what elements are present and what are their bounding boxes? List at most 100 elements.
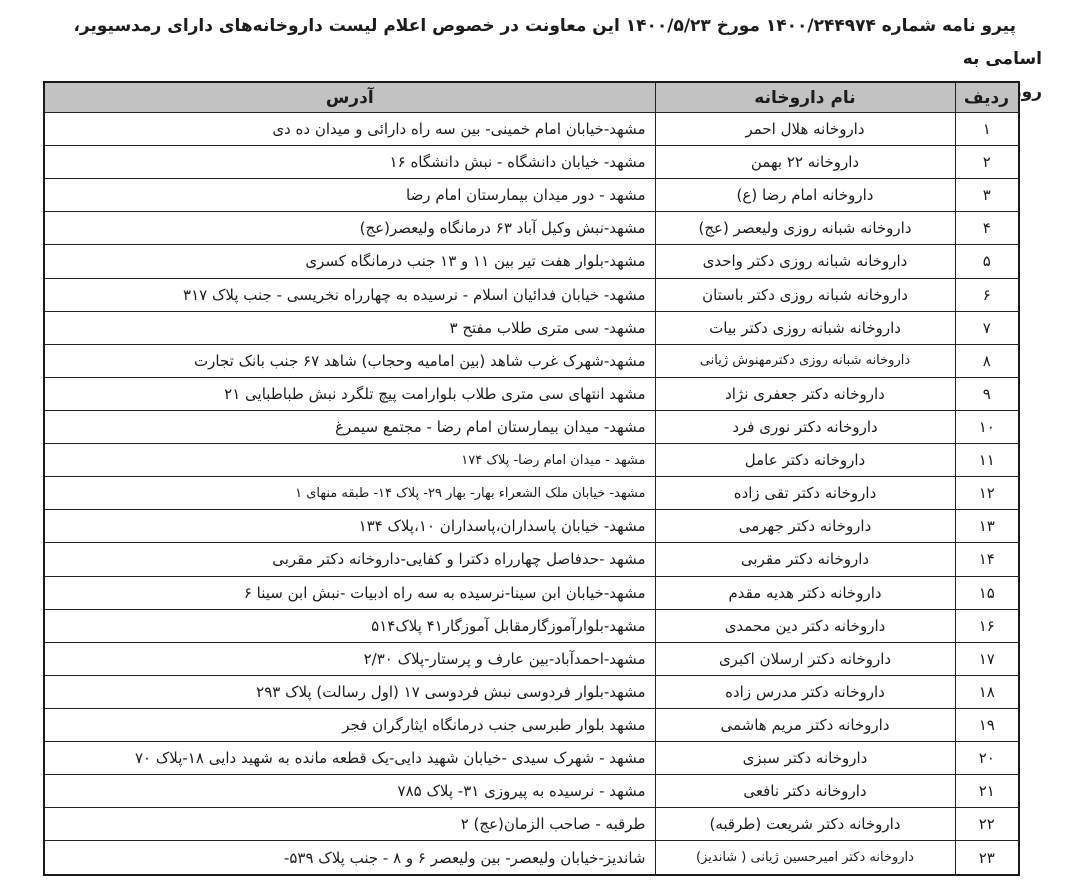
address-cell: مشهد-نبش وکیل آباد ۶۳ درمانگاه ولیعصر(عج… xyxy=(43,211,656,246)
col-header-row-number: ردیف xyxy=(954,81,1020,113)
table-row: ۲۲ داروخانه دکتر شریعت (طرقبه) طرقبه - ص… xyxy=(43,807,1020,842)
pharmacy-name-cell: داروخانه هلال احمر xyxy=(654,111,956,147)
header-row: ردیف نام داروخانه آدرس xyxy=(43,81,1020,113)
row-number-cell: ۲۳ xyxy=(954,840,1020,876)
pharmacy-name-cell: داروخانه دکتر ارسلان اکبری xyxy=(654,641,956,676)
address-cell: مشهد- خیابان ملک الشعراء بهار- بهار ۲۹- … xyxy=(43,476,656,511)
row-number-cell: ۱۶ xyxy=(954,608,1020,643)
row-number-cell: ۲۱ xyxy=(954,774,1020,809)
table-row: ۶ داروخانه شبانه روزی دکتر باستان مشهد- … xyxy=(43,277,1020,312)
pharmacy-name-cell: داروخانه دکتر مقربی xyxy=(654,542,956,577)
address-cell: مشهد - میدان امام رضا- پلاک ۱۷۴ xyxy=(43,443,656,478)
table-row: ۱۰ داروخانه دکتر نوری فرد مشهد- میدان بی… xyxy=(43,409,1020,445)
row-number-cell: ۱۳ xyxy=(954,509,1020,544)
address-cell: مشهد-خیابان ابن سینا-نرسیده به سه راه اد… xyxy=(43,575,656,610)
row-number-cell: ۱ xyxy=(954,111,1020,147)
row-number-cell: ۱۹ xyxy=(954,707,1020,743)
address-cell: طرقبه - صاحب الزمان(عج) ۲ xyxy=(43,807,656,842)
address-cell: مشهد - نرسیده به پیروزی ۳۱- پلاک ۷۸۵ xyxy=(43,774,656,809)
row-number-cell: ۲ xyxy=(954,145,1020,180)
row-number-cell: ۴ xyxy=(954,211,1020,246)
address-cell: مشهد - دور میدان بیمارستان امام رضا xyxy=(43,178,656,213)
intro-line-1: پیرو نامه شماره ۱۴۰۰/۲۴۴۹۷۴ مورخ ۱۴۰۰/۵/… xyxy=(73,16,1042,69)
address-cell: مشهد -حدفاصل چهارراه دکترا و کفایی-داروخ… xyxy=(43,542,656,577)
address-cell: مشهد-بلوارآموزگارمقابل آموزگار۴۱ پلاک۵۱۴ xyxy=(43,608,656,643)
pharmacy-name-cell: داروخانه دکتر هدیه مقدم xyxy=(654,575,956,610)
table-row: ۵ داروخانه شبانه روزی دکتر واحدی مشهد-بل… xyxy=(43,244,1020,279)
row-number-cell: ۱۸ xyxy=(954,674,1020,709)
row-number-cell: ۵ xyxy=(954,244,1020,279)
row-number-cell: ۸ xyxy=(954,343,1020,378)
pharmacy-table-body: ۱ داروخانه هلال احمر مشهد-خیابان امام خم… xyxy=(43,111,1020,876)
pharmacy-name-cell: داروخانه دکتر تقی زاده xyxy=(654,476,956,511)
pharmacy-name-cell: داروخانه دکتر سبزی xyxy=(654,741,956,776)
table-row: ۱۹ داروخانه دکتر مریم هاشمی مشهد بلوار ط… xyxy=(43,707,1020,743)
pharmacy-name-cell: داروخانه امام رضا (ع) xyxy=(654,178,956,213)
col-header-pharmacy-name: نام داروخانه xyxy=(654,81,956,113)
table-row: ۱۲ داروخانه دکتر تقی زاده مشهد- خیابان م… xyxy=(43,476,1020,511)
pharmacy-name-cell: داروخانه دکتر عامل xyxy=(654,443,956,478)
address-cell: مشهد-احمدآباد-بین عارف و پرستار-پلاک ۲/۳… xyxy=(43,641,656,676)
address-cell: مشهد- خیابان دانشگاه - نبش دانشگاه ۱۶ xyxy=(43,145,656,180)
table-row: ۱۸ داروخانه دکتر مدرس زاده مشهد-بلوار فر… xyxy=(43,674,1020,709)
address-cell: مشهد بلوار طبرسی جنب درمانگاه ایثارگران … xyxy=(43,707,656,743)
table-row: ۲۳ داروخانه دکتر امیرحسین ژیانی ( شاندیز… xyxy=(43,840,1020,876)
address-cell: مشهد- میدان بیمارستان امام رضا - مجتمع س… xyxy=(43,409,656,445)
pharmacy-name-cell: داروخانه دکتر مدرس زاده xyxy=(654,674,956,709)
address-cell: مشهد-شهرک غرب شاهد (بین امامیه وحجاب) شا… xyxy=(43,343,656,378)
table-row: ۱۵ داروخانه دکتر هدیه مقدم مشهد-خیابان ا… xyxy=(43,575,1020,610)
address-cell: مشهد-بلوار هفت تیر بین ۱۱ و ۱۳ جنب درمان… xyxy=(43,244,656,279)
pharmacy-table-header: ردیف نام داروخانه آدرس xyxy=(43,81,1020,113)
pharmacy-name-cell: داروخانه دکتر مریم هاشمی xyxy=(654,707,956,743)
row-number-cell: ۱۲ xyxy=(954,476,1020,511)
pharmacy-name-cell: داروخانه شبانه روزی دکترمهنوش ژیانی xyxy=(654,343,956,378)
row-number-cell: ۱۱ xyxy=(954,443,1020,478)
row-number-cell: ۹ xyxy=(954,376,1020,411)
table-row: ۸ داروخانه شبانه روزی دکترمهنوش ژیانی مش… xyxy=(43,343,1020,378)
address-cell: مشهد- سی متری طلاب مفتح ۳ xyxy=(43,310,656,345)
table-row: ۱۳ داروخانه دکتر جهرمی مشهد- خیابان پاسد… xyxy=(43,509,1020,544)
table-row: ۱۶ داروخانه دکتر دین محمدی مشهد-بلوارآمو… xyxy=(43,608,1020,643)
row-number-cell: ۲۲ xyxy=(954,807,1020,842)
pharmacy-name-cell: داروخانه دکتر نوری فرد xyxy=(654,409,956,445)
row-number-cell: ۳ xyxy=(954,178,1020,213)
pharmacy-name-cell: داروخانه دکتر جعفری نژاد xyxy=(654,376,956,411)
row-number-cell: ۲۰ xyxy=(954,741,1020,776)
address-cell: مشهد - شهرک سیدی -خیابان شهید دایی-یک قط… xyxy=(43,741,656,776)
pharmacy-name-cell: داروخانه دکتر دین محمدی xyxy=(654,608,956,643)
pharmacy-name-cell: داروخانه شبانه روزی دکتر بیات xyxy=(654,310,956,345)
table-row: ۱ داروخانه هلال احمر مشهد-خیابان امام خم… xyxy=(43,111,1020,147)
pharmacy-name-cell: داروخانه ۲۲ بهمن xyxy=(654,145,956,180)
table-row: ۳ داروخانه امام رضا (ع) مشهد - دور میدان… xyxy=(43,178,1020,213)
pharmacy-table: ردیف نام داروخانه آدرس ۱ داروخانه هلال ا… xyxy=(43,81,1020,876)
pharmacy-name-cell: داروخانه شبانه روزی دکتر واحدی xyxy=(654,244,956,279)
table-row: ۱۴ داروخانه دکتر مقربی مشهد -حدفاصل چهار… xyxy=(43,542,1020,577)
row-number-cell: ۱۵ xyxy=(954,575,1020,610)
row-number-cell: ۷ xyxy=(954,310,1020,345)
table-row: ۲۰ داروخانه دکتر سبزی مشهد - شهرک سیدی -… xyxy=(43,741,1020,776)
address-cell: مشهد انتهای سی متری طلاب بلوارامت پیچ تل… xyxy=(43,376,656,411)
row-number-cell: ۱۰ xyxy=(954,409,1020,445)
address-cell: مشهد- خیابان فدائیان اسلام - نرسیده به چ… xyxy=(43,277,656,312)
row-number-cell: ۱۴ xyxy=(954,542,1020,577)
address-cell: مشهد-بلوار فردوسی نبش فردوسی ۱۷ (اول رسا… xyxy=(43,674,656,709)
pharmacy-name-cell: داروخانه دکتر جهرمی xyxy=(654,509,956,544)
pharmacy-name-cell: داروخانه شبانه روزی ولیعصر (عج) xyxy=(654,211,956,246)
table-row: ۷ داروخانه شبانه روزی دکتر بیات مشهد- سی… xyxy=(43,310,1020,345)
address-cell: شاندیز-خیابان ولیعصر- بین ولیعصر ۶ و ۸ -… xyxy=(43,840,656,876)
table-row: ۱۱ داروخانه دکتر عامل مشهد - میدان امام … xyxy=(43,443,1020,478)
pharmacy-name-cell: داروخانه دکتر امیرحسین ژیانی ( شاندیز) xyxy=(654,840,956,876)
table-row: ۴ داروخانه شبانه روزی ولیعصر (عج) مشهد-ن… xyxy=(43,211,1020,246)
row-number-cell: ۶ xyxy=(954,277,1020,312)
pharmacy-name-cell: داروخانه دکتر شریعت (طرقبه) xyxy=(654,807,956,842)
address-cell: مشهد-خیابان امام خمینی- بین سه راه دارائ… xyxy=(43,111,656,147)
table-row: ۲ داروخانه ۲۲ بهمن مشهد- خیابان دانشگاه … xyxy=(43,145,1020,180)
pharmacy-name-cell: داروخانه دکتر نافعی xyxy=(654,774,956,809)
col-header-address: آدرس xyxy=(43,81,656,113)
row-number-cell: ۱۷ xyxy=(954,641,1020,676)
table-row: ۹ داروخانه دکتر جعفری نژاد مشهد انتهای س… xyxy=(43,376,1020,411)
address-cell: مشهد- خیابان پاسداران،پاسداران ۱۰،پلاک ۱… xyxy=(43,509,656,544)
pharmacy-name-cell: داروخانه شبانه روزی دکتر باستان xyxy=(654,277,956,312)
table-row: ۱۷ داروخانه دکتر ارسلان اکبری مشهد-احمدآ… xyxy=(43,641,1020,676)
